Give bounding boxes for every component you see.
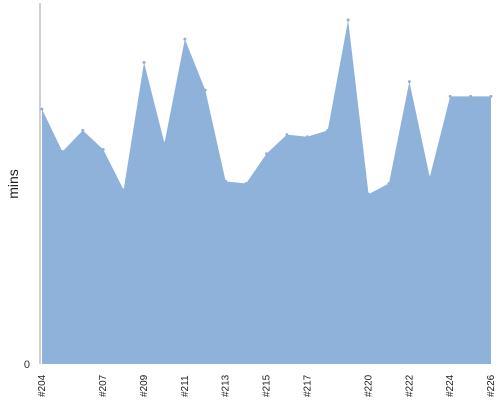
y-tick-label-0: 0: [24, 359, 30, 371]
data-point-207: [101, 148, 105, 152]
data-point-224: [448, 94, 452, 98]
data-point-213: [224, 179, 228, 183]
data-point-208: [122, 188, 126, 192]
x-tick-label-211: #211: [180, 375, 191, 397]
data-point-220: [367, 192, 371, 196]
y-axis-label: mins: [5, 169, 21, 199]
data-point-218: [326, 128, 330, 132]
x-tick-label-220: #220: [364, 374, 375, 397]
x-tick-label-224: #224: [445, 374, 456, 397]
data-point-219: [346, 18, 350, 22]
data-point-226: [489, 94, 493, 98]
data-point-211: [183, 37, 187, 41]
data-point-225: [469, 94, 473, 98]
x-tick-label-207: #207: [98, 374, 109, 397]
data-point-223: [428, 175, 432, 179]
data-point-206: [81, 128, 85, 132]
data-point-215: [265, 152, 268, 156]
data-point-212: [203, 88, 207, 92]
x-tick-label-204: #204: [37, 374, 48, 397]
series-area: [42, 19, 491, 365]
plot-area: [40, 18, 493, 365]
x-tick-label-226: #226: [486, 374, 497, 397]
data-point-217: [305, 135, 309, 139]
x-tick-label-222: #222: [404, 374, 415, 397]
x-tick-labels: #204 #207 #209 #211 #213 #215 #217 #220 #222 #224…: [37, 374, 497, 397]
x-tick-label-213: #213: [221, 374, 232, 397]
data-point-210: [162, 141, 166, 145]
data-point-209: [142, 60, 146, 64]
data-point-205: [60, 150, 64, 154]
data-point-221: [387, 182, 391, 185]
data-point-204: [40, 107, 44, 111]
x-tick-label-209: #209: [139, 374, 150, 397]
x-tick-label-215: #215: [262, 374, 273, 397]
x-tick-label-217: #217: [302, 374, 313, 397]
data-point-216: [285, 133, 289, 137]
data-point-214: [244, 182, 248, 185]
data-point-222: [407, 80, 411, 84]
